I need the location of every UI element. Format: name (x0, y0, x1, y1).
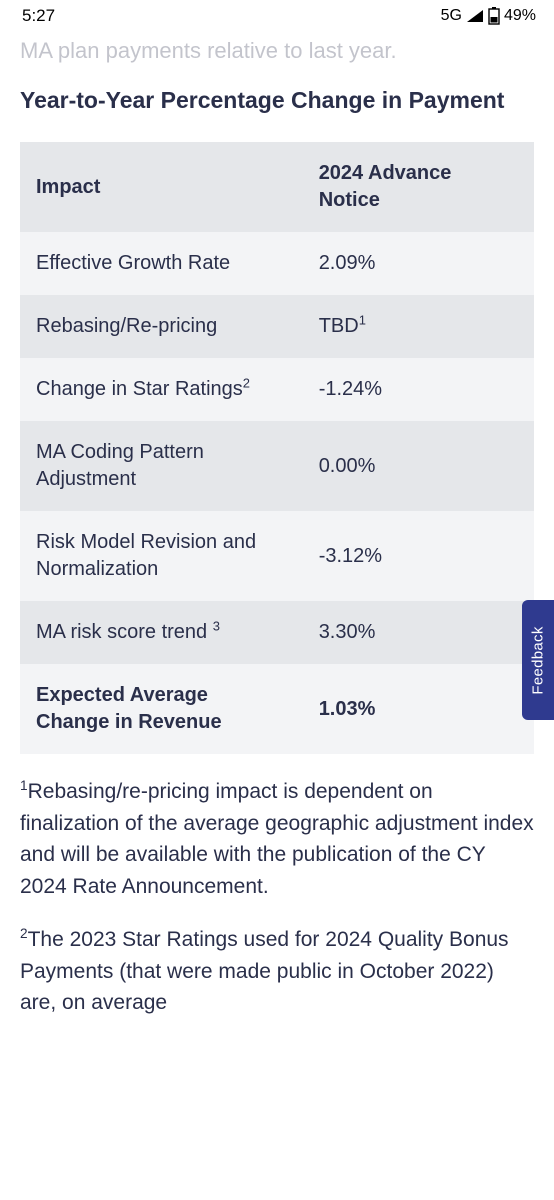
table-row: Risk Model Revision and Normalization -3.… (20, 511, 534, 601)
row-impact: MA risk score trend 3 (20, 601, 303, 664)
feedback-tab[interactable]: Feedback (522, 600, 554, 720)
row-impact: Effective Growth Rate (20, 232, 303, 295)
row-impact-label: Rebasing/Re-pricing (36, 315, 217, 337)
col-header-value: 2024 Advance Notice (303, 142, 534, 232)
row-impact-label: Effective Growth Rate (36, 252, 230, 274)
row-impact-sup: 2 (243, 375, 250, 390)
table-header-row: Impact 2024 Advance Notice (20, 142, 534, 232)
status-time: 5:27 (22, 6, 55, 26)
footnote-text: The 2023 Star Ratings used for 2024 Qual… (20, 928, 509, 1014)
row-impact-label: Risk Model Revision and Normalization (36, 531, 256, 580)
table-row: Effective Growth Rate 2.09% (20, 232, 534, 295)
row-impact: Expected Average Change in Revenue (20, 664, 303, 754)
row-value-text: -3.12% (319, 545, 382, 567)
row-value: TBD1 (303, 295, 534, 358)
footnote-marker: 2 (20, 926, 28, 941)
row-impact-label: MA risk score trend (36, 621, 213, 643)
page-content: MA plan payments relative to last year. … (0, 30, 554, 1019)
col-header-impact: Impact (20, 142, 303, 232)
battery-pct: 49% (504, 7, 536, 25)
table-row: MA risk score trend 3 3.30% (20, 601, 534, 664)
row-value: 0.00% (303, 421, 534, 511)
row-value-text: -1.24% (319, 378, 382, 400)
row-value-text: 1.03% (319, 698, 376, 720)
table-row: MA Coding Pattern Adjustment 0.00% (20, 421, 534, 511)
footnotes: 1Rebasing/re-pricing impact is dependent… (20, 776, 534, 1019)
footnote-text: Rebasing/re-pricing impact is dependent … (20, 780, 534, 898)
footnote: 2The 2023 Star Ratings used for 2024 Qua… (20, 924, 534, 1019)
feedback-label: Feedback (530, 626, 547, 694)
network-label: 5G (441, 7, 462, 25)
footnote: 1Rebasing/re-pricing impact is dependent… (20, 776, 534, 902)
row-impact: MA Coding Pattern Adjustment (20, 421, 303, 511)
row-value-text: 0.00% (319, 455, 376, 477)
row-value: -1.24% (303, 358, 534, 421)
signal-icon (466, 9, 484, 23)
row-value-text: 2.09% (319, 252, 376, 274)
table-row: Change in Star Ratings2 -1.24% (20, 358, 534, 421)
row-value-sup: 1 (359, 312, 366, 327)
footnote-marker: 1 (20, 778, 28, 793)
row-impact-label: Expected Average Change in Revenue (36, 684, 222, 733)
battery-icon (488, 7, 500, 25)
payment-change-table: Impact 2024 Advance Notice Effective Gro… (20, 142, 534, 754)
section-heading: Year-to-Year Percentage Change in Paymen… (20, 85, 534, 116)
row-impact-sup: 3 (213, 618, 220, 633)
row-impact-label: MA Coding Pattern Adjustment (36, 441, 204, 490)
status-icons: 5G 49% (441, 7, 536, 25)
table-row: Expected Average Change in Revenue 1.03% (20, 664, 534, 754)
status-bar: 5:27 5G 49% (0, 0, 554, 30)
row-value: 1.03% (303, 664, 534, 754)
row-value: -3.12% (303, 511, 534, 601)
row-value-text: TBD (319, 315, 359, 337)
row-value: 2.09% (303, 232, 534, 295)
row-value: 3.30% (303, 601, 534, 664)
row-impact: Change in Star Ratings2 (20, 358, 303, 421)
row-value-text: 3.30% (319, 621, 376, 643)
prev-paragraph-tail: MA plan payments relative to last year. (20, 34, 534, 67)
table-row: Rebasing/Re-pricing TBD1 (20, 295, 534, 358)
row-impact: Rebasing/Re-pricing (20, 295, 303, 358)
row-impact: Risk Model Revision and Normalization (20, 511, 303, 601)
row-impact-label: Change in Star Ratings (36, 378, 243, 400)
